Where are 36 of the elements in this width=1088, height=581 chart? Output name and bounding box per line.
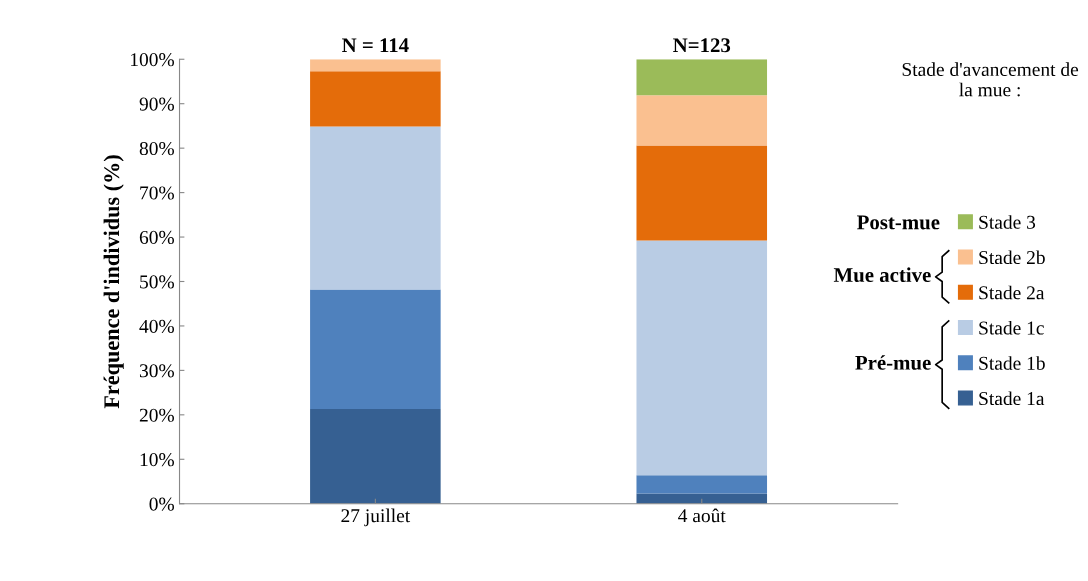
bar <box>310 59 441 72</box>
legend-title: Stade d'avancement de la mue : <box>902 62 1079 97</box>
legend-label: Stade 2a <box>979 285 1045 300</box>
y-tick-label: 0% <box>149 497 174 511</box>
y-tick-label: 50% <box>140 275 174 289</box>
y-tick-label: 70% <box>140 186 174 200</box>
annotation: Mue active <box>833 267 931 283</box>
bar <box>636 145 768 241</box>
x-tick-label: 4 août <box>678 508 726 523</box>
legend-label: Stade 1b <box>979 356 1045 370</box>
bar <box>636 475 768 494</box>
y-tick-label: 90% <box>139 97 174 111</box>
y-axis-title: Fréquence d'individus (%) <box>103 155 124 409</box>
annotation: Pré-mue <box>855 355 931 370</box>
legend-label: Stade 3 <box>979 215 1036 229</box>
bar <box>636 95 768 146</box>
y-tick-label: 20% <box>139 408 174 422</box>
legend-label: Stade 1c <box>979 320 1044 335</box>
y-tick-label: 30% <box>139 364 174 378</box>
bar <box>636 240 768 476</box>
annotation: N = 114 <box>342 38 409 53</box>
legend-label: Stade 1a <box>979 391 1045 406</box>
bar <box>310 71 441 127</box>
bar <box>310 409 441 504</box>
y-tick-label: 100% <box>131 53 174 67</box>
annotation: Post-mue <box>857 215 940 230</box>
y-tick-label: 80% <box>139 141 174 156</box>
x-tick-label: 27 juillet <box>341 508 411 527</box>
legend-label: Stade 2b <box>979 250 1045 265</box>
annotation: N=123 <box>673 38 731 53</box>
bar <box>310 126 441 290</box>
y-tick-label: 60% <box>139 230 174 245</box>
bar <box>636 59 768 96</box>
y-tick-label: 10% <box>140 453 174 467</box>
bar <box>310 289 441 410</box>
y-tick-label: 40% <box>139 319 174 333</box>
